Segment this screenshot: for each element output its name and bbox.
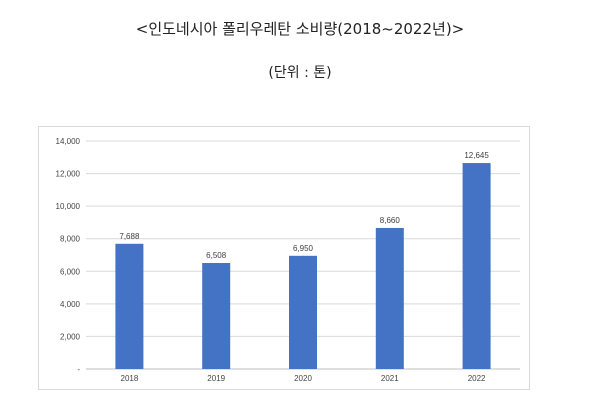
unit-subtitle: (단위 : 톤) bbox=[268, 65, 332, 81]
data-label: 7,688 bbox=[119, 232, 140, 241]
bar bbox=[462, 163, 491, 369]
y-tick-label: 10,000 bbox=[56, 202, 81, 211]
x-tick-label: 2020 bbox=[294, 374, 312, 383]
y-tick-label: - bbox=[77, 365, 80, 374]
y-tick-label: 8,000 bbox=[60, 235, 81, 244]
y-tick-label: 2,000 bbox=[60, 332, 81, 341]
bar bbox=[202, 263, 231, 369]
bar bbox=[375, 227, 404, 369]
data-label: 6,508 bbox=[206, 251, 227, 260]
data-label: 8,660 bbox=[380, 216, 401, 225]
bar bbox=[115, 243, 144, 369]
data-label: 12,645 bbox=[464, 151, 489, 160]
x-tick-label: 2021 bbox=[381, 374, 399, 383]
x-tick-label: 2018 bbox=[121, 374, 139, 383]
data-label: 6,950 bbox=[293, 244, 314, 253]
chart-title: <인도네시아 폴리우레탄 소비량(2018~2022년)> bbox=[135, 20, 465, 38]
y-tick-label: 14,000 bbox=[56, 137, 81, 146]
y-tick-label: 6,000 bbox=[60, 267, 81, 276]
x-tick-label: 2019 bbox=[207, 374, 225, 383]
x-tick-label: 2022 bbox=[468, 374, 486, 383]
y-tick-label: 4,000 bbox=[60, 300, 81, 309]
bar bbox=[289, 255, 317, 369]
y-tick-label: 12,000 bbox=[56, 170, 81, 179]
